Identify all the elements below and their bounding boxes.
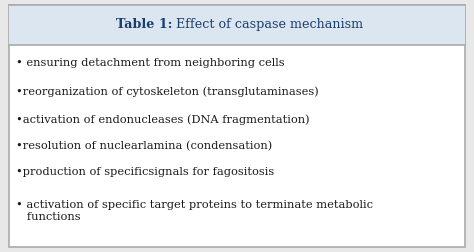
Text: • activation of specific target proteins to terminate metabolic
   functions: • activation of specific target proteins… <box>16 200 373 222</box>
Text: •resolution of nuclearlamina (condensation): •resolution of nuclearlamina (condensati… <box>16 141 272 151</box>
Text: •production of specificsignals for fagositosis: •production of specificsignals for fagos… <box>16 167 274 177</box>
Text: • ensuring detachment from neighboring cells: • ensuring detachment from neighboring c… <box>16 58 284 68</box>
Text: Table 1:: Table 1: <box>0 251 1 252</box>
Text: Table 1: Effect of caspase mechanism: Table 1: Effect of caspase mechanism <box>0 251 1 252</box>
Text: Effect of caspase mechanism: Effect of caspase mechanism <box>172 18 363 31</box>
Text: •activation of endonucleases (DNA fragmentation): •activation of endonucleases (DNA fragme… <box>16 114 309 125</box>
Text: Table 1:: Table 1: <box>116 18 172 31</box>
Text: •reorganization of cytoskeleton (transglutaminases): •reorganization of cytoskeleton (transgl… <box>16 86 319 97</box>
Bar <box>9 5 465 45</box>
